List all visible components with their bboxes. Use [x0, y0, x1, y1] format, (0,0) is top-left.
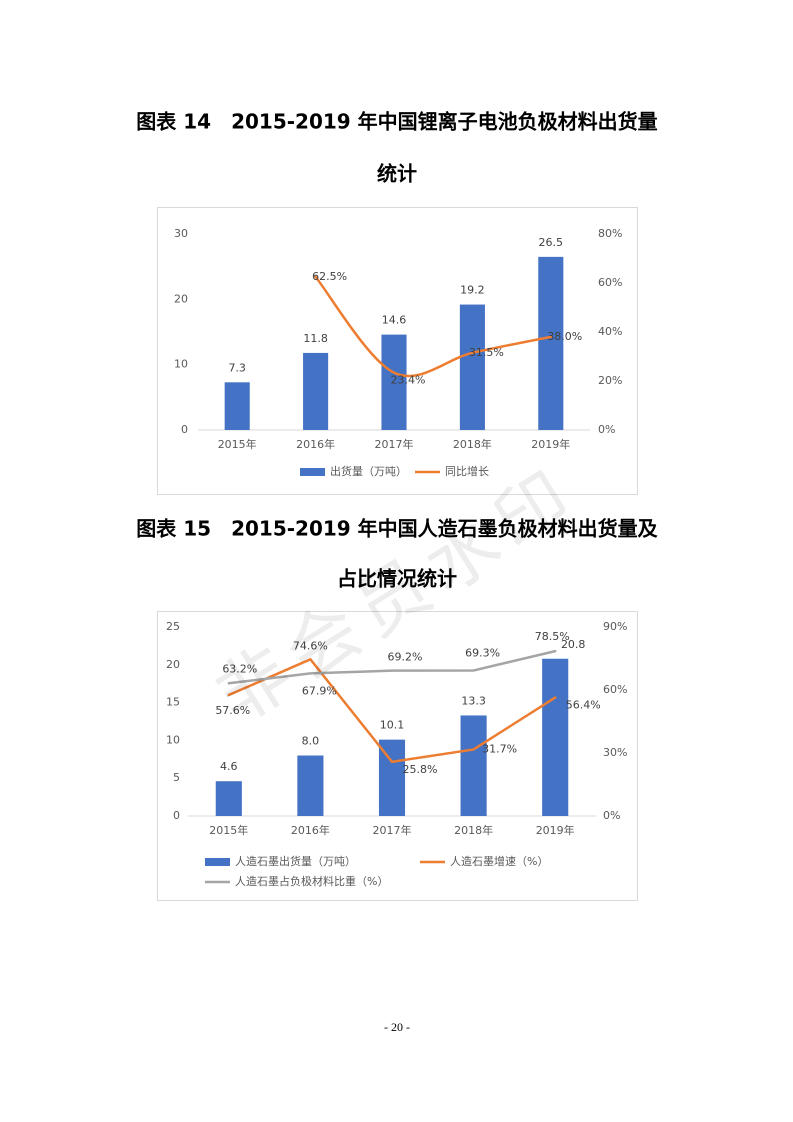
x-tick-label: 2016年	[291, 823, 330, 837]
y2-tick-label: 60%	[603, 683, 627, 696]
data-label: 20.8	[561, 638, 586, 651]
data-label: 74.6%	[293, 639, 328, 652]
data-label: 25.8%	[403, 763, 438, 776]
data-label: 78.5%	[535, 630, 570, 643]
bar	[460, 715, 487, 816]
legend-label: 出货量（万吨）	[330, 464, 407, 478]
caption: 图表 15 2015-2019 年中国人造石墨负极材料出货量及	[136, 517, 658, 541]
y2-tick-label: 0%	[598, 423, 615, 436]
data-label: 4.6	[220, 760, 238, 773]
data-label: 57.6%	[215, 704, 250, 717]
x-tick-label: 2017年	[373, 823, 412, 837]
charts: 0 10 20 30 0% 20% 40% 60% 80% 2015年 2016年 2017年 2018…	[166, 227, 627, 888]
data-label: 13.3	[461, 694, 486, 707]
bar	[297, 755, 324, 816]
x-tick-label: 2018年	[453, 437, 492, 451]
y2-tick-label: 60%	[598, 276, 622, 289]
bar	[538, 256, 564, 430]
y-tick-label: 30	[174, 227, 188, 240]
data-label: 38.0%	[547, 330, 582, 343]
y-tick-label: 20	[166, 658, 180, 671]
data-label: 69.3%	[465, 646, 500, 659]
data-label: 11.8	[303, 332, 328, 345]
data-label: 67.9%	[302, 684, 337, 697]
data-label: 14.6	[382, 314, 407, 327]
y-tick-label: 10	[166, 733, 180, 746]
line	[227, 649, 557, 685]
y2-tick-label: 30%	[603, 746, 627, 759]
y-tick-label: 10	[174, 358, 188, 371]
legend-label: 同比增长	[445, 464, 489, 478]
y-tick-label: 25	[166, 620, 180, 633]
legend-label: 人造石墨占负极材料比重（%）	[235, 874, 388, 888]
x-tick-label: 2017年	[375, 437, 414, 451]
line	[314, 275, 553, 378]
data-label: 56.4%	[566, 699, 601, 712]
caption: 统计	[377, 162, 417, 186]
data-label: 62.5%	[312, 270, 347, 283]
y-tick-label: 5	[173, 771, 180, 784]
data-label: 63.2%	[222, 662, 257, 675]
data-label: 10.1	[380, 719, 405, 732]
page-number: - 20 -	[384, 1020, 410, 1034]
x-tick-label: 2018年	[454, 823, 493, 837]
legend-label: 人造石墨出货量（万吨）	[235, 854, 356, 868]
data-label: 31.5%	[469, 346, 504, 359]
legend-label: 人造石墨增速（%）	[450, 854, 548, 868]
line	[227, 657, 557, 764]
data-label: 8.0	[302, 735, 320, 748]
bar	[303, 352, 329, 430]
x-tick-label: 2015年	[209, 823, 248, 837]
bar	[224, 382, 250, 430]
y2-tick-label: 40%	[598, 325, 622, 338]
data-label: 31.7%	[482, 742, 517, 755]
y2-tick-label: 20%	[598, 374, 622, 387]
y-tick-label: 0	[173, 809, 180, 822]
caption: 占比情况统计	[337, 567, 457, 591]
y2-tick-label: 90%	[603, 620, 627, 633]
y-tick-label: 0	[181, 423, 188, 436]
caption: 图表 14 2015-2019 年中国锂离子电池负极材料出货量	[136, 110, 657, 134]
bar	[459, 304, 485, 430]
x-tick-label: 2016年	[296, 437, 335, 451]
y-tick-label: 20	[174, 292, 188, 305]
y2-tick-label: 0%	[603, 809, 620, 822]
y2-tick-label: 80%	[598, 227, 622, 240]
data-label: 69.2%	[388, 651, 423, 664]
legend-swatch	[300, 468, 325, 476]
bar	[542, 658, 569, 816]
bar	[381, 334, 407, 430]
x-tick-label: 2019年	[536, 823, 575, 837]
data-label: 7.3	[228, 361, 246, 374]
x-tick-label: 2019年	[531, 437, 570, 451]
legend-swatch	[205, 858, 230, 866]
y-tick-label: 15	[166, 696, 180, 709]
data-label: 26.5	[539, 236, 564, 249]
x-tick-label: 2015年	[218, 437, 257, 451]
data-label: 23.4%	[391, 374, 426, 387]
bar	[215, 781, 242, 816]
data-label: 19.2	[460, 284, 485, 297]
